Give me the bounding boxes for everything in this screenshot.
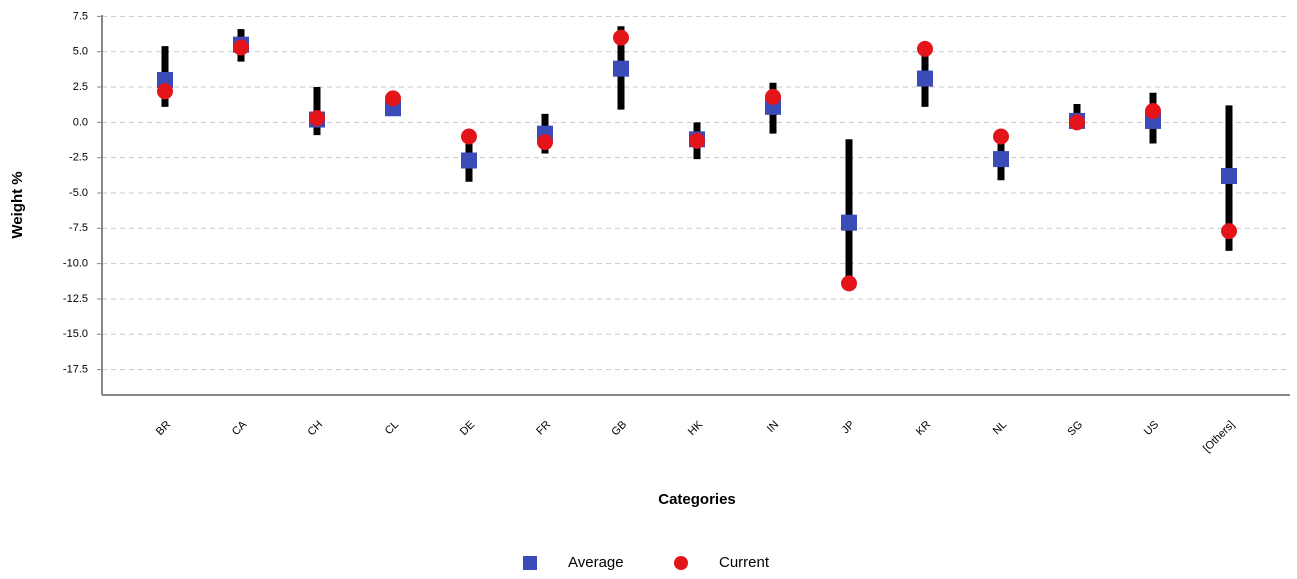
x-tick-label: IN: [765, 419, 781, 435]
current-marker: [1221, 223, 1237, 240]
y-tick-label: 7.5: [73, 10, 88, 22]
y-tick-label: 5.0: [73, 46, 88, 58]
y-tick-label: -17.5: [63, 363, 88, 375]
x-tick-label: CL: [383, 419, 401, 437]
current-marker: [233, 39, 249, 56]
x-tick-label: BR: [154, 419, 173, 438]
average-marker: [1221, 168, 1237, 185]
x-tick-label: HK: [686, 418, 706, 438]
average-marker: [157, 71, 173, 88]
current-marker: [613, 29, 629, 46]
current-marker: [689, 132, 705, 149]
x-tick-label: GB: [609, 419, 629, 439]
current-marker: [917, 40, 933, 57]
legend-label: Average: [568, 554, 624, 571]
y-axis-title: Weight %: [9, 171, 26, 238]
y-tick-label: 2.5: [73, 81, 88, 93]
current-marker: [765, 88, 781, 105]
average-marker: [461, 152, 477, 169]
y-tick-label: -2.5: [69, 152, 88, 164]
y-tick-label: -12.5: [63, 293, 88, 305]
legend-marker: [523, 556, 537, 570]
average-marker: [841, 214, 857, 231]
current-marker: [1069, 114, 1085, 131]
x-tick-label: NL: [991, 419, 1009, 437]
current-marker: [993, 128, 1009, 145]
y-tick-label: -15.0: [63, 328, 88, 340]
y-tick-label: -10.0: [63, 258, 88, 270]
average-marker: [993, 151, 1009, 168]
legend-marker: [674, 556, 688, 570]
x-tick-label: SG: [1065, 419, 1085, 439]
x-axis-title: Categories: [658, 491, 736, 508]
current-marker: [1145, 103, 1161, 120]
x-tick-label: FR: [534, 419, 553, 438]
x-tick-label: DE: [458, 419, 477, 438]
legend-label: Current: [719, 554, 770, 571]
average-marker: [917, 70, 933, 87]
x-tick-label: US: [1142, 419, 1161, 438]
x-tick-label: CA: [230, 418, 250, 438]
current-marker: [309, 110, 325, 127]
average-marker: [613, 60, 629, 77]
y-tick-label: -5.0: [69, 187, 88, 199]
y-tick-label: -7.5: [69, 222, 88, 234]
x-tick-label: KR: [914, 419, 933, 438]
current-marker: [461, 128, 477, 145]
y-tick-label: 0.0: [73, 116, 88, 128]
x-tick-label: [Others]: [1201, 419, 1237, 455]
current-marker: [537, 134, 553, 151]
current-marker: [385, 90, 401, 107]
current-marker: [841, 275, 857, 292]
x-tick-label: CH: [305, 419, 325, 439]
x-tick-label: JP: [840, 419, 858, 437]
current-marker: [157, 83, 173, 100]
